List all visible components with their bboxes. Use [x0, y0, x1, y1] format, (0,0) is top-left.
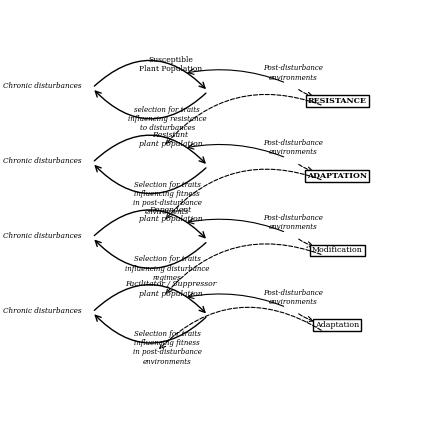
Text: Chronic disturbances: Chronic disturbances: [4, 157, 82, 165]
Text: Selection for traits
influencing fitness
in post-disturbance
enviroments: Selection for traits influencing fitness…: [132, 181, 201, 216]
Text: RESISTANCE: RESISTANCE: [307, 97, 366, 105]
Text: ADAPTATION: ADAPTATION: [307, 172, 367, 180]
Text: Post-disturbance
environments: Post-disturbance environments: [262, 289, 322, 306]
Text: Selection for traits
influencing disturbance
regimes: Selection for traits influencing disturb…: [125, 255, 209, 282]
Text: Chronic disturbances: Chronic disturbances: [4, 307, 82, 314]
Text: Post-disturbance
environments: Post-disturbance environments: [262, 64, 322, 81]
Text: Post-disturbance
environments: Post-disturbance environments: [262, 214, 322, 231]
Text: Dependent
plant population: Dependent plant population: [138, 206, 202, 223]
Text: Modification: Modification: [311, 246, 362, 254]
Text: Resistant
plant population: Resistant plant population: [138, 131, 202, 148]
Text: Chronic disturbances: Chronic disturbances: [4, 232, 82, 240]
Text: Adaptation: Adaptation: [314, 321, 359, 329]
Text: Facilitator / Suppressor
plant population: Facilitator / Suppressor plant populatio…: [124, 280, 216, 298]
Text: Selection for traits
influencing fitness
in post-disturbance
environments: Selection for traits influencing fitness…: [132, 330, 201, 366]
Text: selection for traits
influencing resistance
to disturbances: selection for traits influencing resista…: [127, 106, 206, 132]
Text: Post-disturbance
environments: Post-disturbance environments: [262, 139, 322, 156]
Text: Chronic disturbances: Chronic disturbances: [4, 82, 82, 90]
Text: Susceptible
Plant Population: Susceptible Plant Population: [138, 56, 202, 73]
